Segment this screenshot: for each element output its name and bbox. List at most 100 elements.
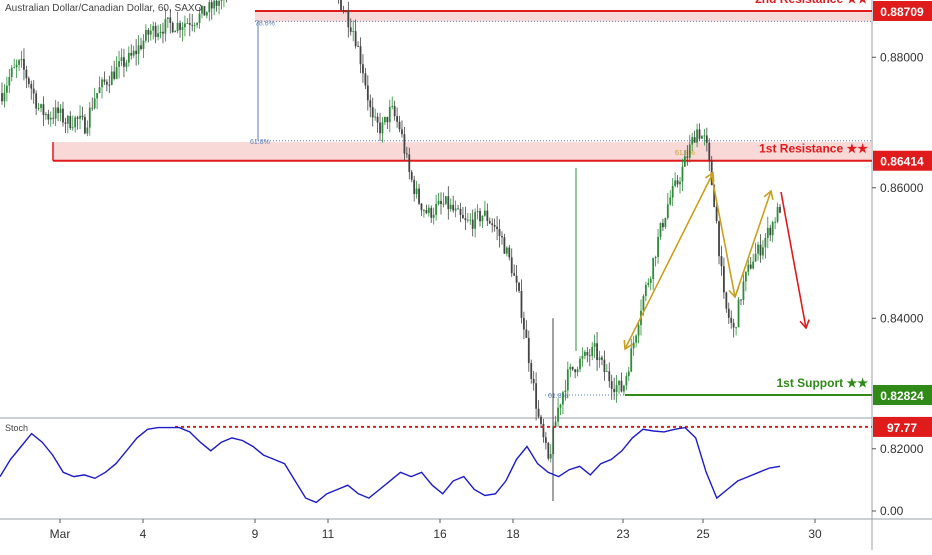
candle-body	[115, 66, 118, 79]
candle-body	[481, 215, 484, 222]
candle-body	[401, 129, 403, 135]
wave-arrow-down	[710, 171, 736, 298]
candle-body	[498, 229, 501, 236]
price-tag	[873, 150, 932, 171]
stoch-level-label: 97.77	[887, 421, 917, 435]
candle-body	[398, 121, 401, 130]
candle-body	[354, 31, 357, 47]
candle-body	[198, 13, 201, 24]
candle-body	[754, 253, 757, 262]
candle-body	[340, 0, 342, 10]
candle-body	[388, 106, 391, 123]
candle-body	[652, 258, 655, 279]
candle-body	[396, 116, 398, 122]
price-tag-label: 0.86414	[880, 155, 924, 169]
candle-body	[730, 317, 733, 323]
candle-body	[603, 359, 606, 372]
candle-body	[415, 188, 418, 195]
candle-body	[62, 108, 64, 123]
x-axis-tick-label: 9	[252, 527, 259, 541]
candle-body	[174, 31, 177, 33]
candle-body	[74, 117, 77, 128]
candle-body	[66, 115, 69, 124]
candle-body	[391, 106, 394, 107]
candle-body	[440, 200, 442, 205]
x-axis-tick-label: 4	[140, 527, 147, 541]
candle-body	[642, 295, 645, 311]
candle-body	[559, 404, 562, 408]
candle-body	[613, 388, 616, 393]
candle-body	[96, 93, 99, 99]
x-axis-tick-label: 30	[808, 527, 822, 541]
candle-body	[518, 282, 520, 291]
candle-body	[701, 136, 703, 139]
candle-body	[776, 206, 779, 222]
candle-body	[164, 19, 167, 34]
candle-body	[693, 137, 696, 143]
candle-body	[84, 117, 86, 134]
candle-body	[405, 153, 408, 155]
candle-body	[418, 188, 420, 204]
candle-body	[657, 236, 659, 257]
candle-body	[208, 2, 211, 13]
candle-body	[505, 247, 508, 254]
candle-body	[393, 106, 396, 117]
candle-body	[93, 98, 96, 109]
candle-body	[184, 23, 186, 28]
candle-body	[669, 197, 672, 205]
candle-body	[454, 208, 457, 211]
candle-body	[727, 308, 730, 318]
candle-body	[427, 207, 430, 214]
candle-body	[44, 114, 47, 116]
candle-body	[81, 115, 84, 118]
candle-body	[47, 114, 50, 120]
candle-body	[523, 317, 525, 330]
candle-body	[618, 380, 620, 386]
candle-body	[771, 222, 774, 236]
price-tag	[873, 384, 932, 405]
fib-label: 78.6%	[255, 20, 275, 27]
candle-body	[476, 210, 479, 213]
candle-body	[452, 204, 455, 211]
wave-arrow-head	[704, 171, 715, 183]
candle-body	[525, 329, 528, 338]
candle-body	[588, 355, 591, 357]
price-tag-label: 0.82824	[880, 389, 924, 403]
candle-body	[591, 346, 594, 356]
candle-body	[610, 381, 613, 389]
candle-body	[105, 81, 108, 85]
candle-body	[527, 337, 530, 364]
candle-body	[698, 129, 701, 139]
candle-body	[5, 85, 8, 93]
candle-body	[447, 196, 450, 210]
candle-body	[362, 64, 364, 74]
candle-body	[35, 93, 38, 109]
candle-body	[98, 87, 101, 94]
candle-body	[462, 214, 464, 219]
x-axis-tick-label: 16	[433, 527, 447, 541]
candle-body	[15, 64, 18, 68]
candle-body	[403, 134, 406, 154]
candle-body	[696, 129, 698, 143]
candle-body	[444, 196, 447, 204]
candle-body	[679, 181, 681, 185]
candle-body	[176, 22, 179, 32]
candle-body	[381, 122, 384, 134]
candle-body	[210, 2, 213, 9]
candle-body	[579, 358, 581, 370]
candle-body	[644, 285, 647, 296]
candle-body	[654, 256, 657, 259]
candle-body	[144, 29, 147, 41]
candle-body	[605, 371, 608, 373]
candle-body	[203, 6, 206, 16]
candle-body	[759, 244, 762, 256]
candle-body	[132, 50, 135, 56]
candle-body	[79, 115, 81, 119]
candle-body	[637, 325, 640, 336]
candle-body	[705, 135, 708, 143]
candle-body	[120, 57, 123, 62]
candle-body	[766, 227, 769, 238]
candle-body	[747, 264, 750, 272]
candle-body	[764, 237, 767, 248]
